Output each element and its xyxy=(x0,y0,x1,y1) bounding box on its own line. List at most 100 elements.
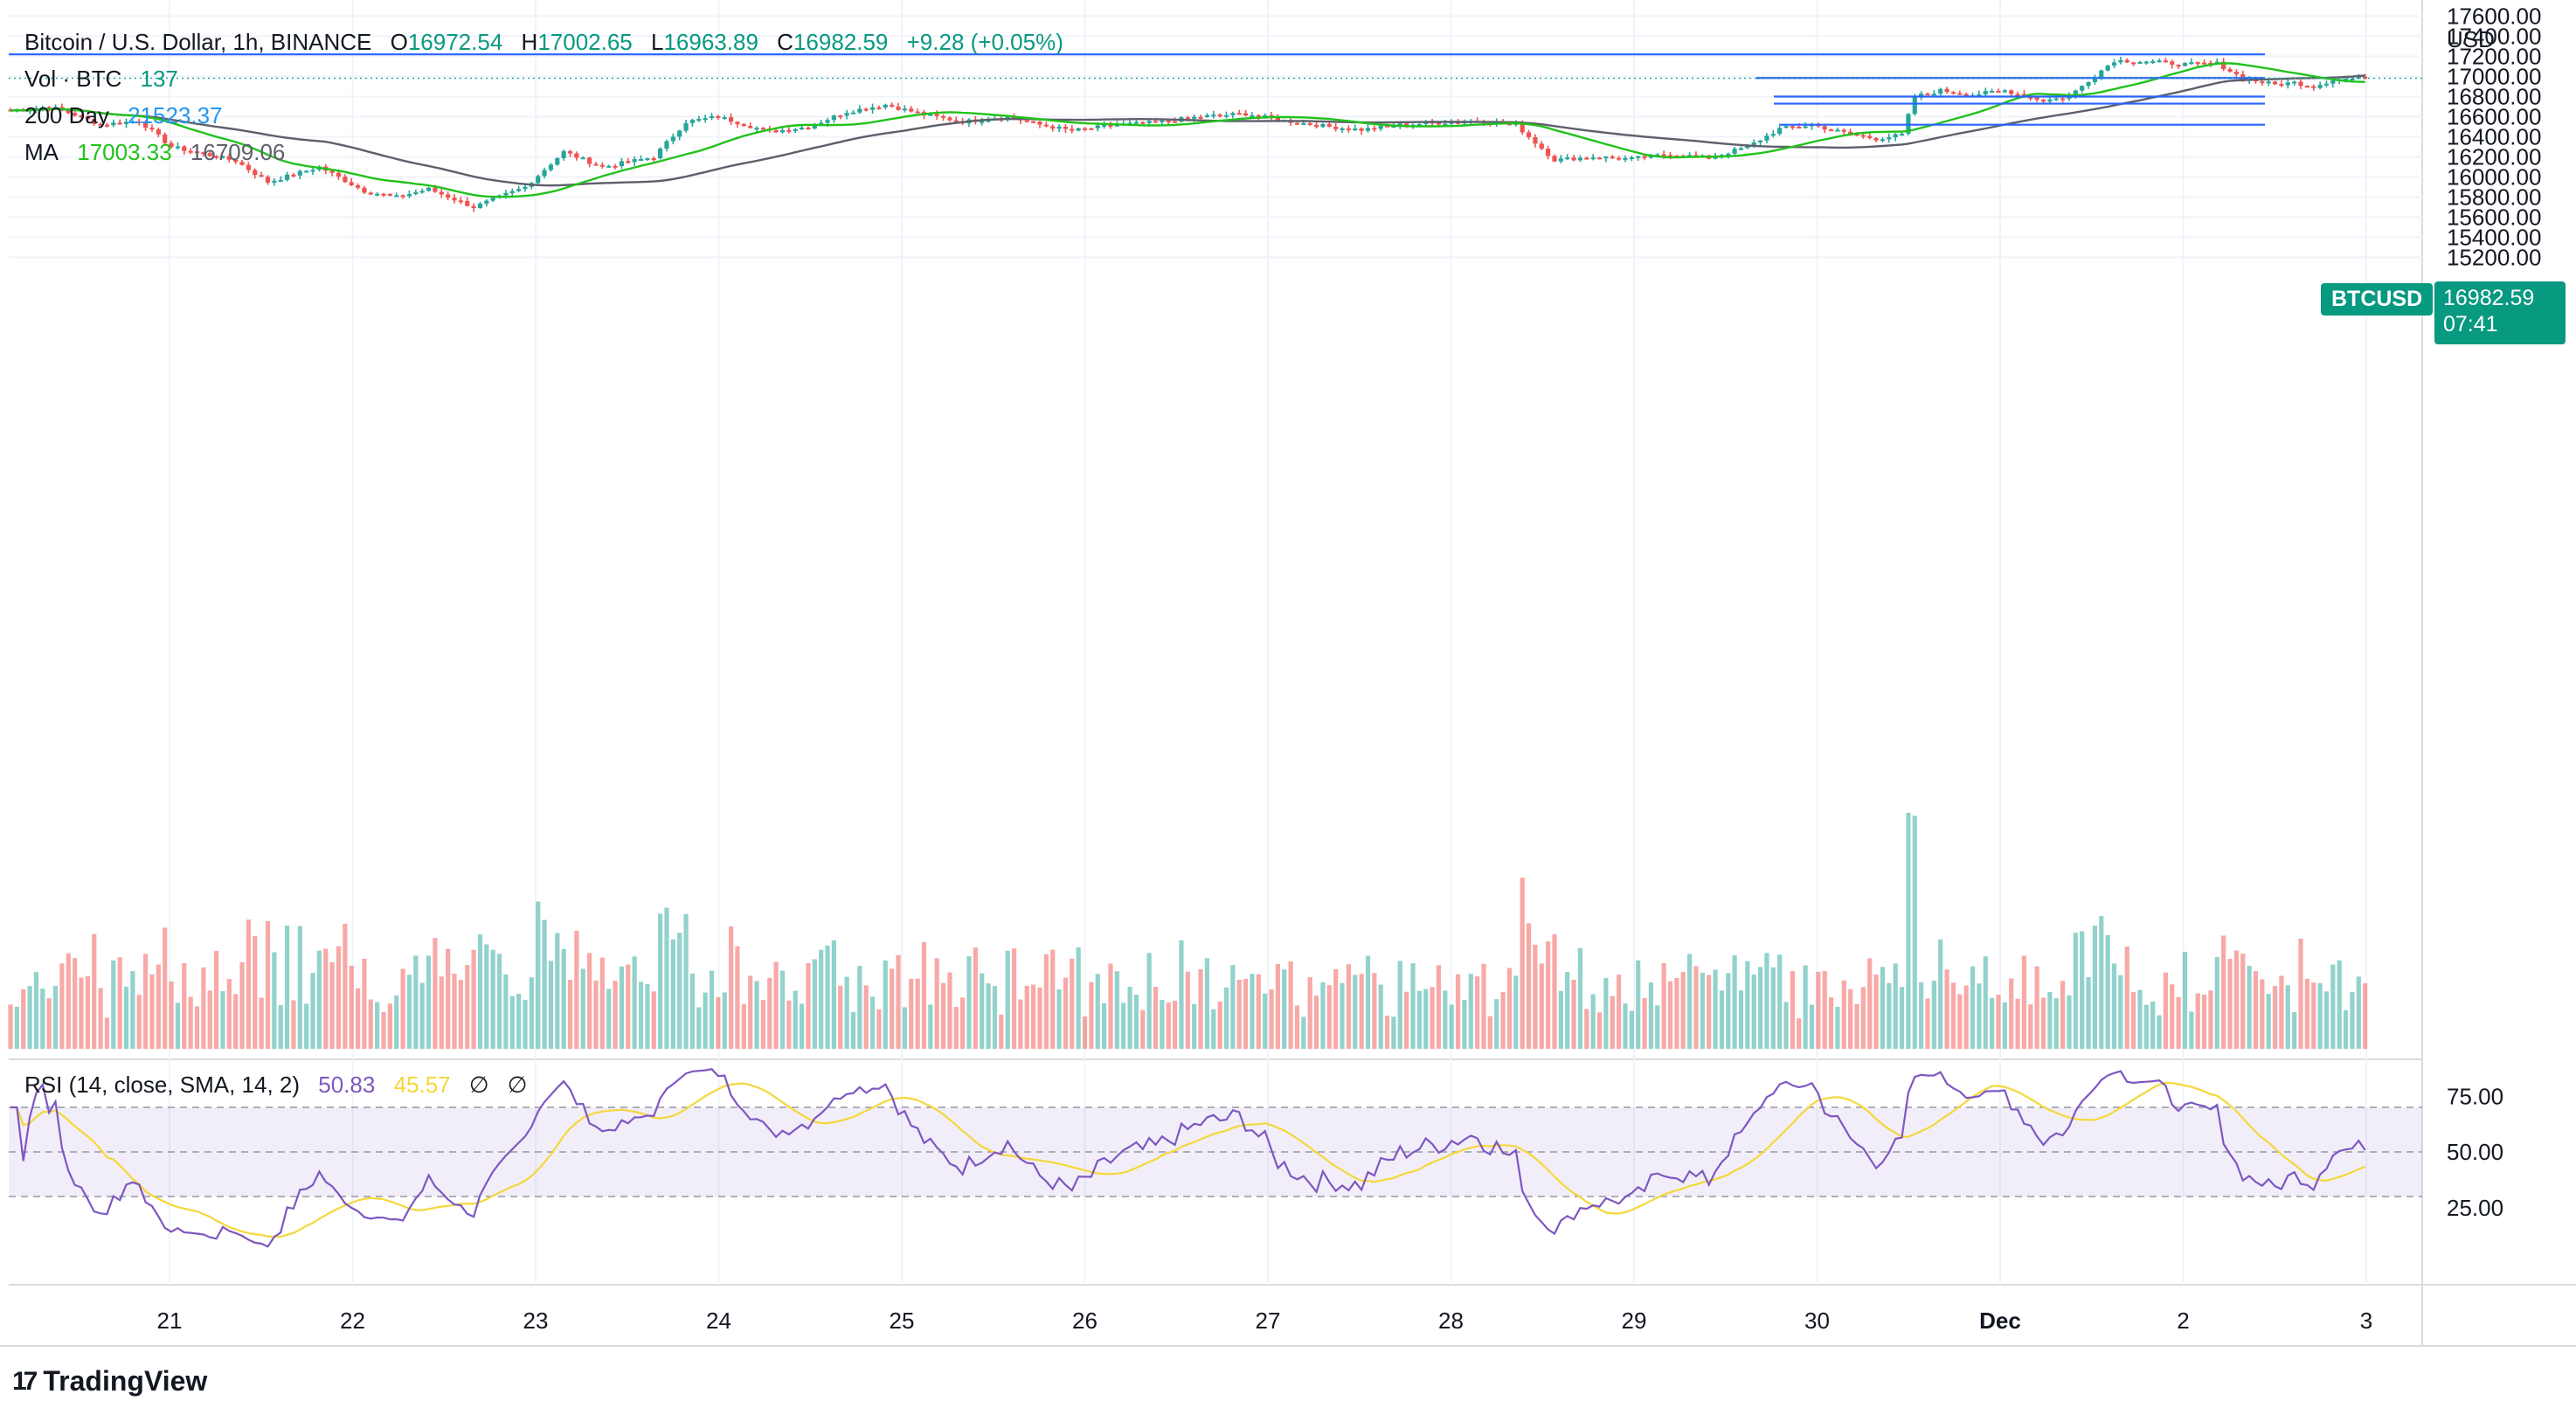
volume-bar xyxy=(574,930,579,1049)
candle-body xyxy=(2130,62,2136,65)
candle-body xyxy=(136,121,142,123)
candle-body xyxy=(452,198,457,201)
low-value: 16963.89 xyxy=(663,29,758,55)
volume-bar xyxy=(1770,967,1776,1049)
candle-body xyxy=(2330,80,2336,84)
candle-body xyxy=(1353,128,1358,131)
candle-body xyxy=(1546,149,1551,156)
candle-body xyxy=(291,174,296,177)
candle-body xyxy=(1751,142,1756,146)
volume-bar xyxy=(2356,976,2361,1049)
volume-bar xyxy=(1359,974,1364,1049)
symbol-title[interactable]: Bitcoin / U.S. Dollar, 1h, BINANCE xyxy=(24,29,372,55)
volume-bar xyxy=(387,1003,392,1049)
candle-body xyxy=(426,187,432,191)
candle-body xyxy=(1977,94,1982,96)
volume-bar xyxy=(368,999,373,1049)
candle-body xyxy=(2150,61,2156,64)
candle-body xyxy=(555,157,560,165)
volume-bar xyxy=(754,981,759,1049)
ma-fast-line xyxy=(10,62,2365,198)
volume-bar xyxy=(1686,954,1693,1049)
candle-body xyxy=(1667,155,1673,157)
candle-body xyxy=(658,149,663,159)
volume-bar xyxy=(2182,952,2188,1049)
candle-body xyxy=(1070,128,1075,131)
volume-legend[interactable]: Vol · BTC 137 xyxy=(24,66,178,92)
volume-bar xyxy=(1198,968,1203,1049)
candle-body xyxy=(85,115,90,120)
candle-body xyxy=(2124,59,2129,63)
volume-bar xyxy=(484,944,489,1049)
volume-bar xyxy=(638,981,644,1049)
volume-bar xyxy=(1642,997,1647,1049)
volume-bar xyxy=(1803,965,1808,1049)
volume-bar xyxy=(529,977,534,1049)
volume-bar xyxy=(1513,975,1519,1049)
volume-bar xyxy=(838,985,843,1049)
volume-bar xyxy=(169,981,174,1049)
time-tick-label: 28 xyxy=(1438,1307,1464,1334)
volume-bar xyxy=(748,975,753,1049)
volume-bar xyxy=(503,974,509,1049)
candle-body xyxy=(1204,114,1210,117)
candle-body xyxy=(175,146,181,149)
candle-body xyxy=(1024,120,1029,122)
candle-body xyxy=(1873,137,1879,141)
candle-body xyxy=(754,128,759,130)
ma-legend[interactable]: MA 17003.33 16709.06 xyxy=(24,139,286,165)
candle-body xyxy=(46,107,52,109)
volume-bar xyxy=(2227,958,2233,1049)
volume-bar xyxy=(2292,1011,2297,1049)
candle-body xyxy=(1250,114,1255,117)
volume-bar xyxy=(2028,1004,2033,1049)
candle-body xyxy=(329,170,335,173)
volume-bar xyxy=(1944,969,1949,1049)
volume-bar xyxy=(1887,982,1892,1049)
volume-bar xyxy=(1326,985,1332,1049)
volume-bar xyxy=(1828,997,1834,1049)
rsi-legend[interactable]: RSI (14, close, SMA, 14, 2) 50.83 45.57 … xyxy=(24,1072,528,1098)
candle-body xyxy=(2028,96,2033,99)
volume-bar xyxy=(760,1000,766,1049)
volume-bar xyxy=(664,907,669,1049)
volume-bar xyxy=(844,976,849,1049)
candle-body xyxy=(606,165,612,168)
candle-body xyxy=(1623,157,1628,160)
volume-bar xyxy=(2150,1002,2156,1049)
candle-body xyxy=(825,120,830,123)
candle-body xyxy=(1738,148,1744,150)
volume-bar xyxy=(272,952,277,1049)
day200-legend[interactable]: 200 Day 21523.37 xyxy=(24,102,223,128)
candle-body xyxy=(1745,145,1750,149)
candle-body xyxy=(1938,88,1943,94)
time-tick-label: 30 xyxy=(1804,1307,1830,1334)
volume-bar xyxy=(1172,1001,1178,1049)
candle-body xyxy=(677,130,682,137)
candle-body xyxy=(728,117,734,122)
volume-bar xyxy=(1211,1009,1216,1049)
volume-bar xyxy=(1577,947,1583,1049)
candle-body xyxy=(394,195,399,198)
candle-body xyxy=(246,164,252,170)
tradingview-logo[interactable]: 17 TradingView xyxy=(12,1365,207,1398)
volume-bar xyxy=(1816,971,1821,1049)
rsi-tick-label: 75.00 xyxy=(2447,1083,2503,1109)
candle-body xyxy=(696,119,702,121)
volume-bar xyxy=(1487,1016,1492,1049)
volume-bar xyxy=(773,961,779,1049)
candle-body xyxy=(1333,126,1339,129)
volume-bar xyxy=(1931,981,1936,1049)
candle-body xyxy=(2009,90,2014,94)
volume-bar xyxy=(40,988,45,1049)
candle-body xyxy=(1610,156,1615,159)
candle-body xyxy=(1211,114,1216,117)
candle-body xyxy=(1764,135,1769,141)
candle-body xyxy=(915,111,920,114)
candle-body xyxy=(1655,154,1660,156)
volume-bar xyxy=(580,968,585,1049)
volume-bar xyxy=(2137,989,2143,1049)
candle-body xyxy=(1931,94,1936,96)
volume-bar xyxy=(259,997,264,1049)
